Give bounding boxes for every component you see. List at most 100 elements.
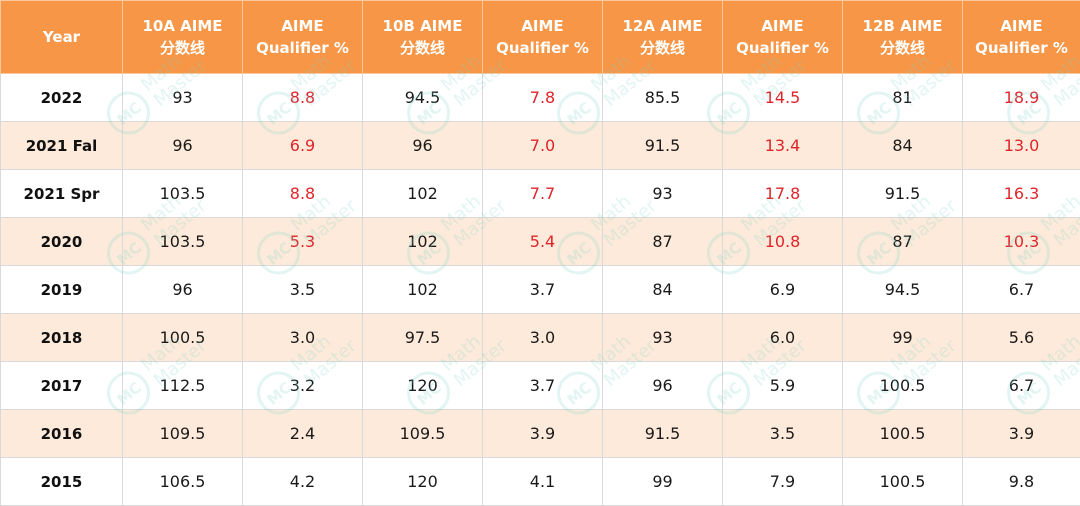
qualifier-percent-cell: 5.3 bbox=[243, 218, 363, 266]
cutoff-score-cell: 106.5 bbox=[123, 458, 243, 506]
qualifier-percent-cell: 6.7 bbox=[963, 266, 1080, 314]
qualifier-percent-cell: 16.3 bbox=[963, 170, 1080, 218]
qualifier-percent-cell: 8.8 bbox=[243, 170, 363, 218]
cutoff-score-cell: 99 bbox=[843, 314, 963, 362]
cutoff-score-cell: 102 bbox=[363, 170, 483, 218]
qualifier-percent-cell: 18.9 bbox=[963, 74, 1080, 122]
cutoff-score-cell: 102 bbox=[363, 266, 483, 314]
year-cell: 2018 bbox=[1, 314, 123, 362]
qualifier-percent-cell: 2.4 bbox=[243, 410, 363, 458]
qualifier-percent-cell: 5.6 bbox=[963, 314, 1080, 362]
qualifier-percent-cell: 3.2 bbox=[243, 362, 363, 410]
header-year: Year bbox=[1, 1, 123, 74]
qualifier-percent-cell: 5.4 bbox=[483, 218, 603, 266]
cutoff-score-cell: 84 bbox=[843, 122, 963, 170]
cutoff-score-cell: 97.5 bbox=[363, 314, 483, 362]
cutoff-score-cell: 99 bbox=[603, 458, 723, 506]
year-cell: 2021 Fal bbox=[1, 122, 123, 170]
cutoff-score-cell: 103.5 bbox=[123, 218, 243, 266]
qualifier-percent-cell: 3.7 bbox=[483, 362, 603, 410]
qualifier-percent-cell: 7.0 bbox=[483, 122, 603, 170]
qualifier-percent-cell: 6.9 bbox=[723, 266, 843, 314]
cutoff-score-cell: 120 bbox=[363, 458, 483, 506]
cutoff-score-cell: 93 bbox=[123, 74, 243, 122]
cutoff-score-cell: 87 bbox=[603, 218, 723, 266]
cutoff-score-cell: 94.5 bbox=[843, 266, 963, 314]
qualifier-percent-cell: 6.9 bbox=[243, 122, 363, 170]
qualifier-percent-cell: 4.1 bbox=[483, 458, 603, 506]
cutoff-score-cell: 96 bbox=[363, 122, 483, 170]
qualifier-percent-cell: 3.9 bbox=[483, 410, 603, 458]
cutoff-score-cell: 94.5 bbox=[363, 74, 483, 122]
qualifier-percent-cell: 3.7 bbox=[483, 266, 603, 314]
year-cell: 2017 bbox=[1, 362, 123, 410]
cutoff-score-cell: 109.5 bbox=[363, 410, 483, 458]
qualifier-percent-cell: 13.4 bbox=[723, 122, 843, 170]
cutoff-score-cell: 91.5 bbox=[603, 122, 723, 170]
cutoff-score-cell: 120 bbox=[363, 362, 483, 410]
cutoff-score-cell: 91.5 bbox=[603, 410, 723, 458]
cutoff-score-cell: 100.5 bbox=[843, 458, 963, 506]
cutoff-score-cell: 96 bbox=[603, 362, 723, 410]
qualifier-percent-cell: 3.0 bbox=[483, 314, 603, 362]
cutoff-score-cell: 103.5 bbox=[123, 170, 243, 218]
cutoff-score-cell: 81 bbox=[843, 74, 963, 122]
year-cell: 2021 Spr bbox=[1, 170, 123, 218]
cutoff-score-cell: 93 bbox=[603, 170, 723, 218]
cutoff-score-cell: 96 bbox=[123, 122, 243, 170]
cutoff-score-cell: 100.5 bbox=[123, 314, 243, 362]
cutoff-score-cell: 87 bbox=[843, 218, 963, 266]
qualifier-percent-cell: 6.7 bbox=[963, 362, 1080, 410]
year-cell: 2019 bbox=[1, 266, 123, 314]
cutoff-score-cell: 93 bbox=[603, 314, 723, 362]
qualifier-percent-cell: 7.7 bbox=[483, 170, 603, 218]
cutoff-score-cell: 100.5 bbox=[843, 410, 963, 458]
qualifier-percent-cell: 3.5 bbox=[723, 410, 843, 458]
qualifier-percent-cell: 7.8 bbox=[483, 74, 603, 122]
cutoff-score-cell: 91.5 bbox=[843, 170, 963, 218]
qualifier-percent-cell: 6.0 bbox=[723, 314, 843, 362]
cutoff-score-cell: 109.5 bbox=[123, 410, 243, 458]
qualifier-percent-cell: 17.8 bbox=[723, 170, 843, 218]
cutoff-score-cell: 100.5 bbox=[843, 362, 963, 410]
cutoff-score-cell: 96 bbox=[123, 266, 243, 314]
qualifier-percent-cell: 10.8 bbox=[723, 218, 843, 266]
qualifier-percent-cell: 8.8 bbox=[243, 74, 363, 122]
qualifier-percent-cell: 3.9 bbox=[963, 410, 1080, 458]
year-cell: 2016 bbox=[1, 410, 123, 458]
year-cell: 2022 bbox=[1, 74, 123, 122]
qualifier-percent-cell: 9.8 bbox=[963, 458, 1080, 506]
cutoff-score-cell: 112.5 bbox=[123, 362, 243, 410]
qualifier-percent-cell: 10.3 bbox=[963, 218, 1080, 266]
year-cell: 2015 bbox=[1, 458, 123, 506]
qualifier-percent-cell: 3.0 bbox=[243, 314, 363, 362]
cutoff-score-cell: 85.5 bbox=[603, 74, 723, 122]
qualifier-percent-cell: 14.5 bbox=[723, 74, 843, 122]
qualifier-percent-cell: 13.0 bbox=[963, 122, 1080, 170]
cutoff-score-cell: 102 bbox=[363, 218, 483, 266]
qualifier-percent-cell: 5.9 bbox=[723, 362, 843, 410]
year-cell: 2020 bbox=[1, 218, 123, 266]
qualifier-percent-cell: 4.2 bbox=[243, 458, 363, 506]
cutoff-score-cell: 84 bbox=[603, 266, 723, 314]
qualifier-percent-cell: 7.9 bbox=[723, 458, 843, 506]
